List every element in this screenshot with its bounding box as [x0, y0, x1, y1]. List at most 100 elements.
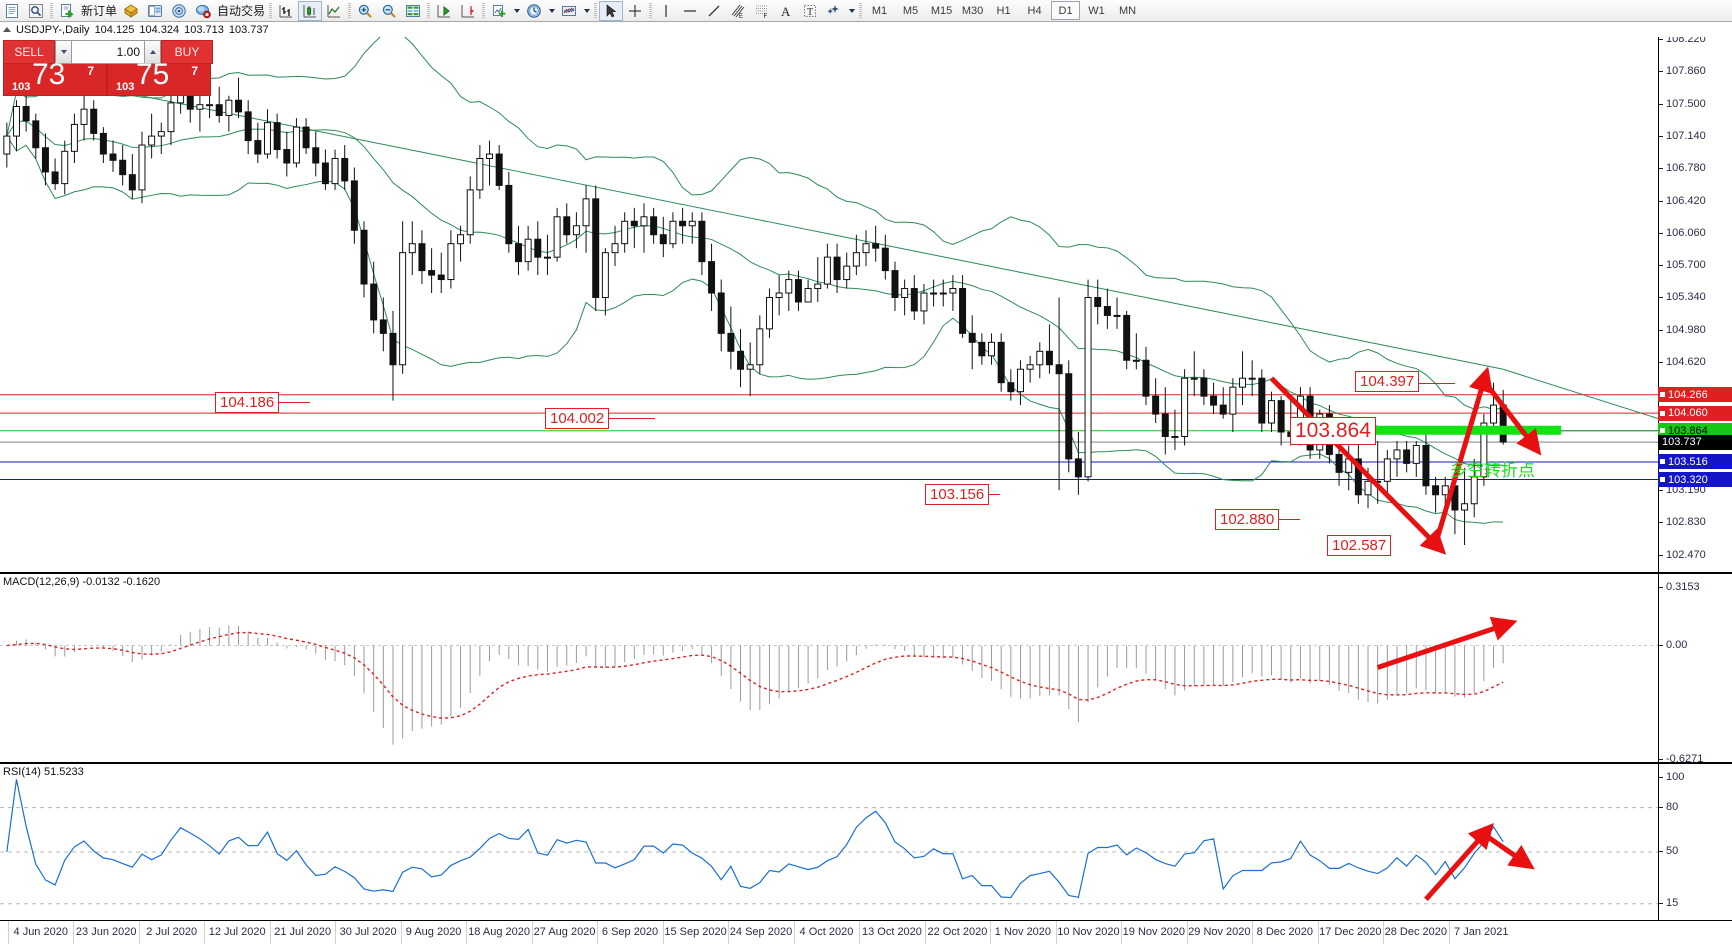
timeframe-w1[interactable]: W1	[1088, 4, 1105, 17]
date-label: 8 Dec 2020	[1256, 926, 1313, 938]
timeframe-h4[interactable]: H4	[1027, 4, 1042, 17]
price-level-tag[interactable]: 104.266	[1658, 387, 1732, 403]
date-separator	[1121, 921, 1123, 944]
volume-increment-button[interactable]	[144, 40, 161, 64]
sell-button[interactable]: SELL	[3, 40, 55, 64]
ohlc-open: 104.125	[94, 23, 135, 36]
metaeditor-icon[interactable]	[119, 1, 143, 21]
price-annotation-box[interactable]: 103.156	[925, 484, 990, 506]
timeframe-m5[interactable]: M5	[902, 4, 919, 17]
text-box-icon[interactable]: T	[798, 1, 822, 21]
one-click-trading-prices: 103 73 7 103 75 7	[3, 59, 213, 96]
toolbar-separator	[267, 2, 274, 20]
price-level-tag[interactable]: 103.320	[1658, 472, 1732, 488]
line-chart-icon[interactable]	[322, 1, 346, 21]
price-scale[interactable]: 108.220 107.860 107.500 107.140 106.780 106.4…	[1658, 22, 1732, 572]
cursor-icon[interactable]	[599, 0, 624, 21]
auto-trading-label[interactable]: 自动交易	[217, 4, 266, 18]
bid-price-button[interactable]: 103 73 7	[3, 59, 107, 96]
date-separator	[1252, 921, 1254, 944]
volume-decrement-button[interactable]	[55, 40, 72, 64]
navigator-icon[interactable]	[143, 1, 167, 21]
price-level-tag[interactable]: 103.737	[1658, 434, 1732, 450]
crosshair-icon[interactable]	[623, 1, 647, 21]
toolbar-separator	[425, 2, 432, 20]
date-separator	[466, 921, 468, 944]
bid-price-integer: 103	[12, 81, 31, 93]
timeframe-d1[interactable]: D1	[1051, 1, 1081, 20]
new-chart-icon[interactable]	[0, 1, 24, 21]
date-separator	[400, 921, 402, 944]
zoom-out-icon[interactable]	[377, 1, 401, 21]
macd-series-svg	[0, 616, 1658, 745]
macd-pane[interactable]: MACD(12,26,9) -0.0132 -0.1620 0.3153 0.00…	[0, 573, 1732, 765]
chinese-annotation: 多空转折点	[1450, 460, 1535, 481]
rsi-plot[interactable]	[0, 764, 1658, 940]
date-label: 9 Aug 2020	[405, 926, 462, 938]
new-order-icon[interactable]	[55, 1, 79, 21]
horizontal-line-icon[interactable]	[678, 1, 702, 21]
shapes-dropdown-arrow[interactable]	[846, 1, 857, 21]
arrows-shapes-icon[interactable]	[822, 1, 846, 21]
price-annotation-box[interactable]: 102.587	[1327, 535, 1392, 557]
add-indicator-icon[interactable]	[487, 1, 511, 21]
volume-stepper[interactable]: 1.00	[55, 40, 161, 64]
vertical-line-icon[interactable]	[654, 1, 678, 21]
volume-input[interactable]: 1.00	[72, 40, 144, 64]
templates-icon[interactable]	[557, 1, 581, 21]
indicator-dropdown-arrow[interactable]	[511, 1, 522, 21]
rsi-scale[interactable]: 1008050150	[1658, 764, 1732, 940]
date-separator	[1448, 921, 1450, 944]
ohlc-low: 103.713	[184, 23, 224, 36]
profiles-icon[interactable]	[24, 1, 48, 21]
price-annotation-box[interactable]: 104.002	[545, 408, 610, 430]
date-label: 7 Jan 2021	[1454, 926, 1509, 938]
candlestick-chart-icon[interactable]	[298, 0, 323, 21]
period-clock-icon[interactable]	[522, 1, 546, 21]
text-label-icon[interactable]: A	[774, 1, 798, 21]
rsi-pane[interactable]: RSI(14) 51.5233 1008050150	[0, 763, 1732, 941]
macd-plot[interactable]	[0, 574, 1658, 762]
date-separator	[597, 921, 599, 944]
timeframe-m30[interactable]: M30	[961, 4, 984, 17]
price-level-tag[interactable]: 103.864	[1658, 423, 1732, 439]
price-annotation-box[interactable]: 102.880	[1215, 508, 1280, 530]
timeframe-m15[interactable]: M15	[930, 4, 953, 17]
svg-text:T: T	[807, 7, 813, 18]
equidistant-channel-icon[interactable]: E	[726, 1, 750, 21]
trendline-icon[interactable]	[702, 1, 726, 21]
period-dropdown-arrow[interactable]	[546, 1, 557, 21]
date-separator	[793, 921, 795, 944]
auto-scroll-icon[interactable]	[432, 1, 456, 21]
buy-button[interactable]: BUY	[161, 40, 213, 64]
auto-trading-icon[interactable]	[191, 1, 215, 21]
price-annotation-box[interactable]: 104.397	[1355, 370, 1420, 392]
market-watch-icon[interactable]	[167, 1, 191, 21]
date-separator	[1186, 921, 1188, 944]
templates-dropdown-arrow[interactable]	[581, 1, 592, 21]
price-annotation-box[interactable]: 103.864	[1290, 416, 1376, 445]
timeframe-mn[interactable]: MN	[1118, 4, 1137, 17]
price-plot[interactable]: 104.186 104.002 103.156 102.880 103.864 104.3…	[0, 22, 1658, 572]
ask-price-major: 75	[136, 58, 170, 91]
timeframe-h1[interactable]: H1	[996, 4, 1011, 17]
one-click-trading-header: SELL 1.00 BUY	[3, 40, 213, 64]
price-annotation-box[interactable]: 104.186	[215, 391, 280, 413]
data-window-icon[interactable]	[401, 1, 425, 21]
collapse-triangle-icon[interactable]	[3, 27, 11, 32]
price-level-tag[interactable]: 104.060	[1658, 405, 1732, 421]
zoom-in-icon[interactable]	[353, 1, 377, 21]
price-level-tag[interactable]: 103.516	[1658, 454, 1732, 470]
new-order-label[interactable]: 新订单	[81, 4, 118, 18]
chart-shift-icon[interactable]	[456, 1, 480, 21]
ask-price-button[interactable]: 103 75 7	[107, 59, 211, 96]
toolbar-separator	[592, 2, 599, 20]
ask-price-pipette: 7	[191, 64, 198, 78]
fibonacci-icon[interactable]: F	[750, 1, 774, 21]
timeframe-m1[interactable]: M1	[871, 4, 888, 17]
bar-chart-icon[interactable]	[274, 1, 298, 21]
price-pane[interactable]: 104.186 104.002 103.156 102.880 103.864 104.3…	[0, 22, 1732, 573]
date-axis[interactable]: 4 Jun 2020 23 Jun 2020 2 Jul 2020 12 Jul 20…	[0, 920, 1732, 944]
date-label: 6 Sep 2020	[601, 926, 659, 938]
macd-scale[interactable]: 0.3153 0.00 -0.6271	[1658, 574, 1732, 765]
